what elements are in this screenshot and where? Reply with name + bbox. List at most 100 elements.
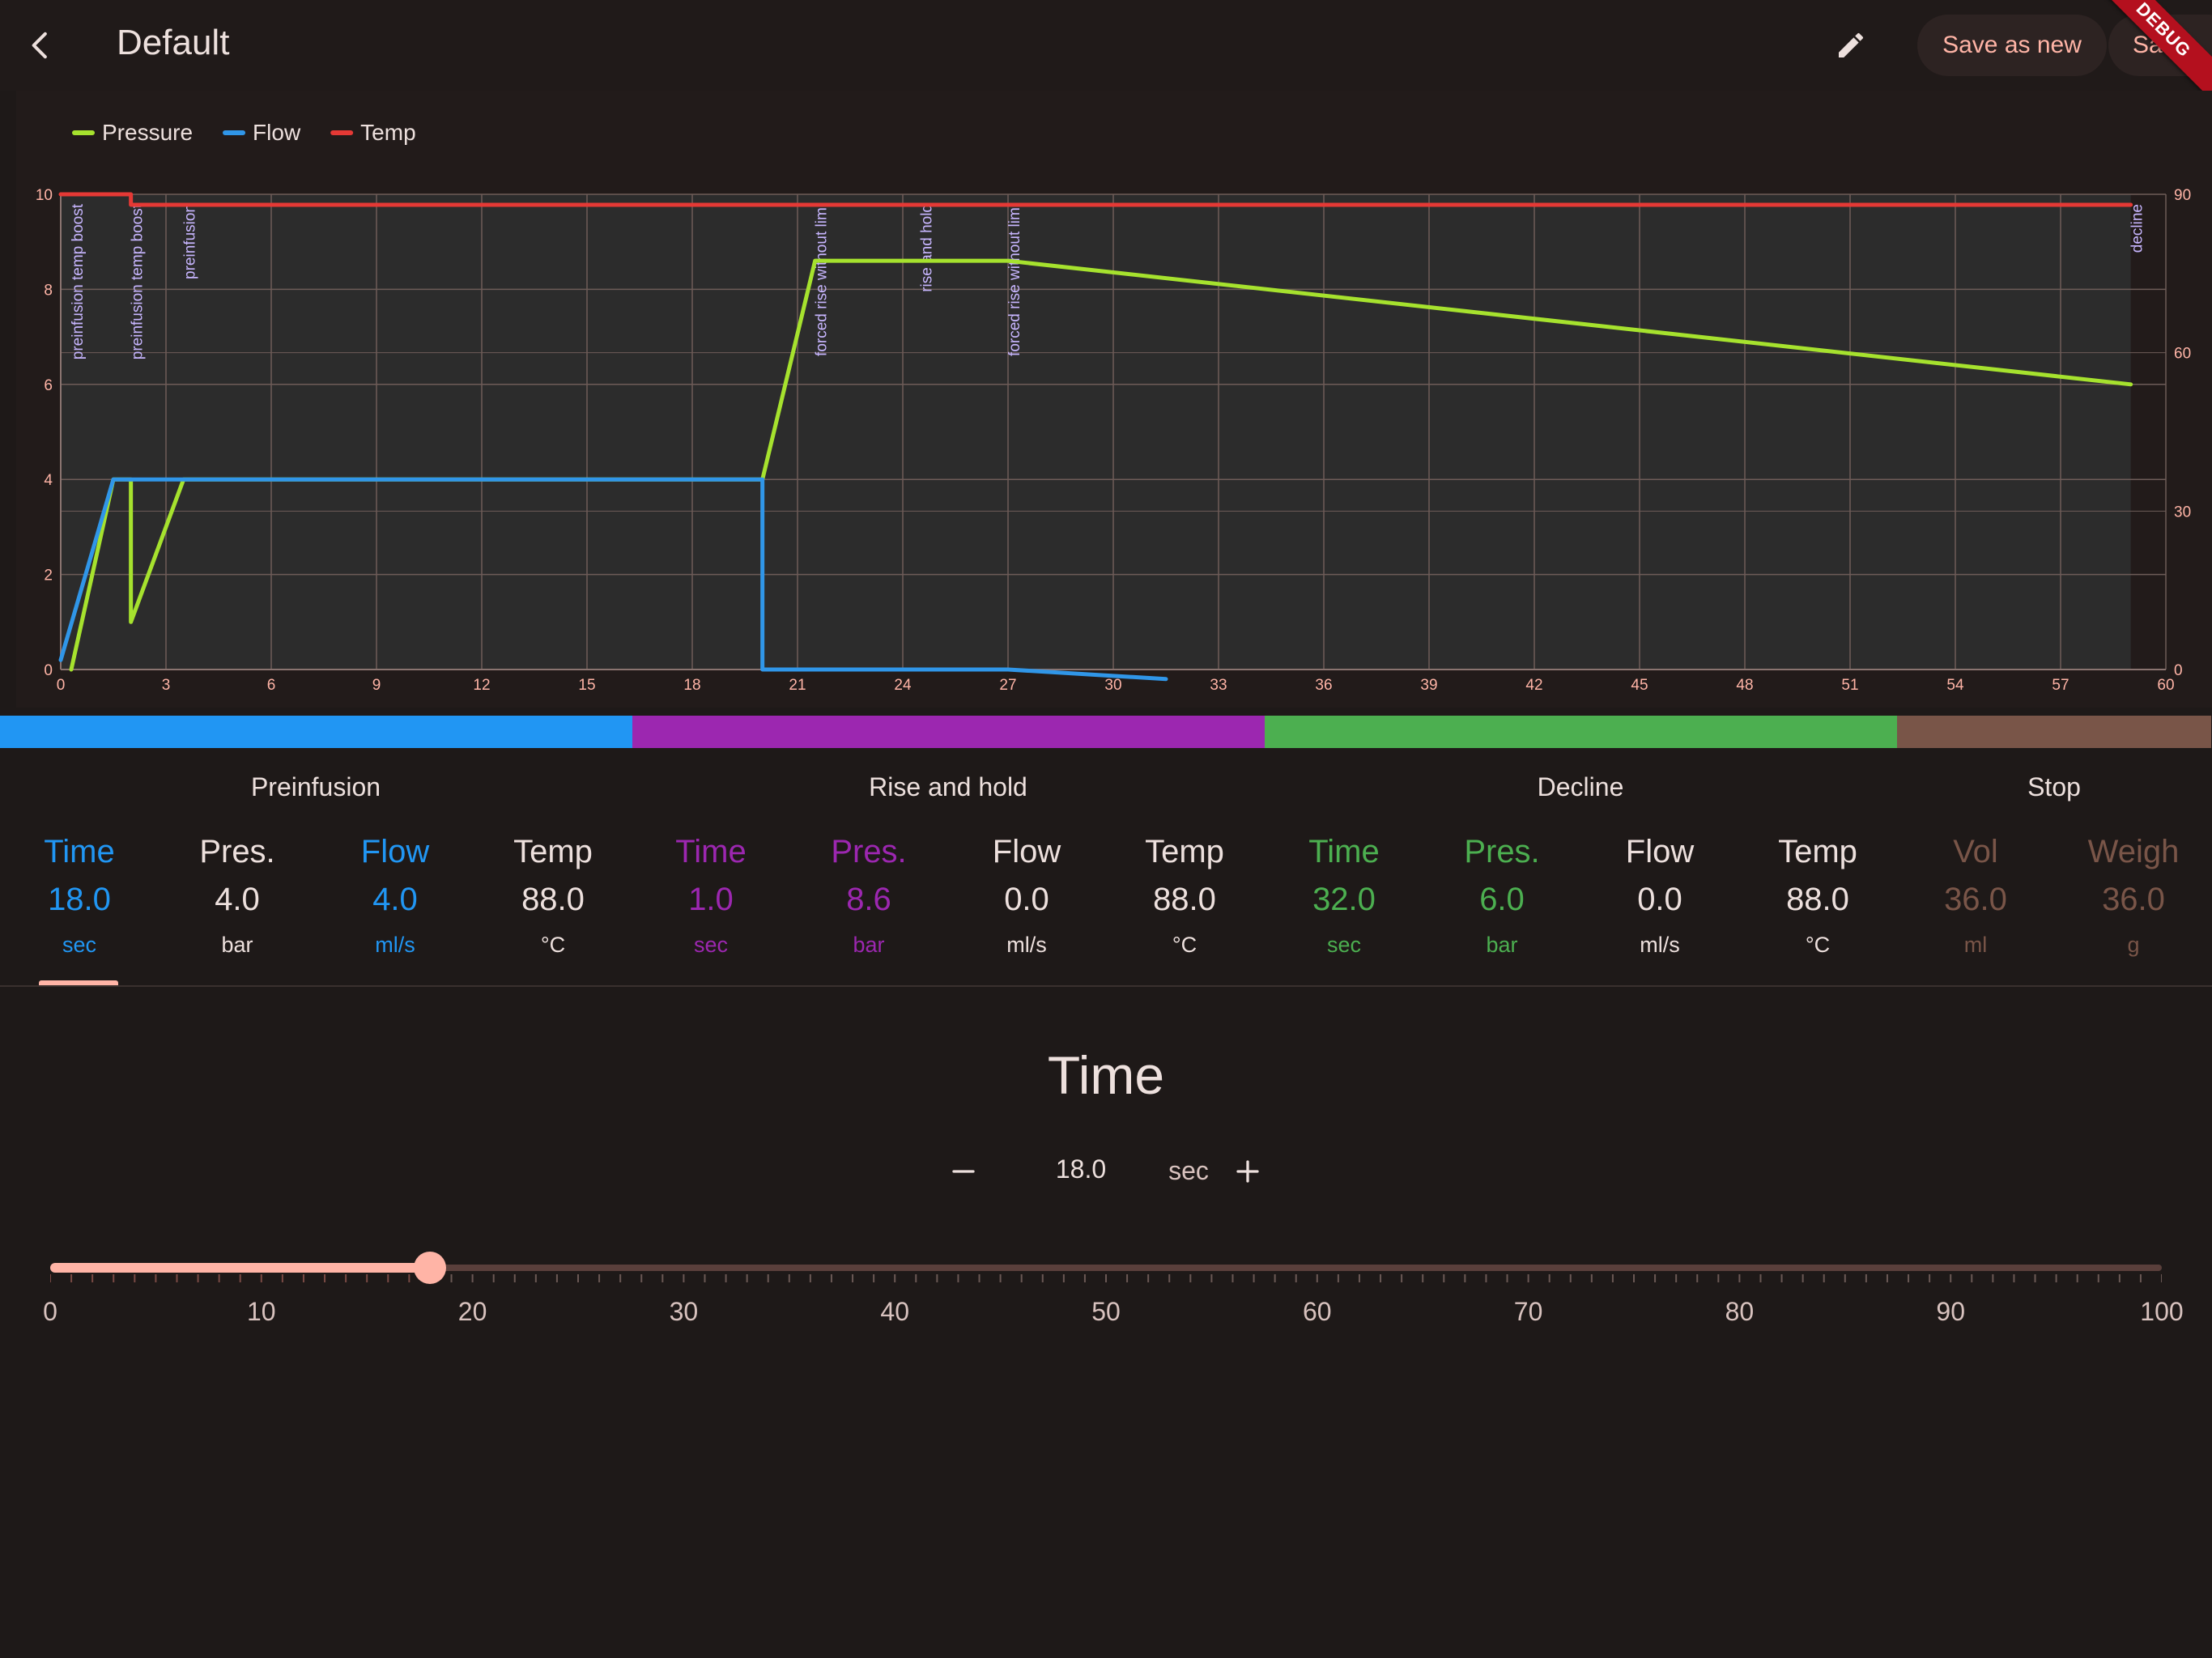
value-unit: sec	[1168, 1156, 1209, 1185]
slider-label: 100	[2140, 1297, 2184, 1326]
slider-label: 40	[880, 1297, 909, 1326]
x-tick-label: 15	[578, 677, 595, 694]
param-label: Flow	[992, 834, 1061, 869]
chevron-left-icon	[32, 32, 47, 59]
phase-segment-decline[interactable]	[1265, 716, 1897, 748]
param-unit: bar	[1486, 933, 1518, 957]
x-tick-label: 42	[1525, 677, 1542, 694]
slider-label: 50	[1091, 1297, 1121, 1326]
x-tick-label: 9	[372, 677, 381, 694]
param-time[interactable]: Time 1.0 sec	[632, 834, 790, 958]
selected-param-indicator	[39, 980, 118, 985]
param-label: Pres.	[831, 834, 907, 869]
param-flow[interactable]: Flow 0.0 ml/s	[947, 834, 1106, 958]
param-pres[interactable]: Pres. 4.0 bar	[158, 834, 317, 958]
increment-button[interactable]	[1219, 1143, 1276, 1200]
slider-ticks	[50, 1274, 2162, 1282]
y-right-tick-label: 90	[2174, 187, 2191, 204]
slider-labels: 0 10 20 30 40 50 60 70 80 90 100	[0, 1297, 2212, 1329]
param-value: 88.0	[1786, 882, 1849, 917]
param-unit: °C	[1172, 933, 1197, 957]
minus-icon	[952, 1170, 975, 1173]
param-weigh[interactable]: Weigh 36.0 g	[2054, 834, 2212, 958]
param-value: 36.0	[2102, 882, 2165, 917]
param-value: 4.0	[215, 882, 260, 917]
profile-shaded-area	[61, 194, 2131, 670]
phase-title: Rise and hold	[869, 772, 1027, 801]
back-button[interactable]	[11, 16, 70, 74]
param-pres[interactable]: Pres. 6.0 bar	[1423, 834, 1581, 958]
phase-title: Stop	[2027, 772, 2081, 801]
x-tick-label: 36	[1315, 677, 1332, 694]
legend-label: Pressure	[102, 120, 193, 145]
slider-label: 10	[247, 1297, 276, 1326]
phase-panel-preinfusion: Preinfusion Time 18.0 sec Pres. 4.0 bar Flow 4.0…	[0, 753, 632, 980]
value-field[interactable]: 18.0	[1055, 1154, 1107, 1184]
param-pres[interactable]: Pres. 8.6 bar	[789, 834, 948, 958]
param-temp[interactable]: Temp 88.0 °C	[474, 834, 632, 958]
param-label: Temp	[1778, 834, 1857, 869]
y-left-tick-label: 2	[44, 568, 53, 585]
param-flow[interactable]: Flow 4.0 ml/s	[316, 834, 474, 958]
series-line-temp	[58, 192, 2133, 207]
param-temp[interactable]: Temp 88.0 °C	[1105, 834, 1264, 958]
param-time[interactable]: Time 18.0 sec	[0, 834, 159, 958]
param-unit: sec	[693, 933, 729, 957]
y-left-tick-label: 10	[36, 187, 53, 204]
param-value: 32.0	[1312, 882, 1376, 917]
phase-panel-decline: Decline Time 32.0 sec Pres. 6.0 bar Flow 0.0 ml/s…	[1265, 753, 1896, 980]
slider-label: 0	[43, 1297, 57, 1326]
param-unit: °C	[1805, 933, 1831, 957]
param-unit: sec	[62, 933, 97, 957]
param-label: Pres.	[1464, 834, 1540, 869]
param-unit: °C	[540, 933, 566, 957]
slider-label: 20	[457, 1297, 487, 1326]
annotation-label: forced rise without limi	[814, 204, 831, 356]
edit-button[interactable]	[1822, 16, 1880, 74]
param-unit: ml/s	[375, 933, 415, 957]
phase-segment-preinfusion[interactable]	[0, 716, 632, 748]
annotation-label: forced rise without limi	[1006, 204, 1023, 356]
y-left-tick-label: 0	[44, 662, 53, 679]
slider-active-track	[50, 1263, 431, 1273]
series-line-flow	[58, 477, 1168, 682]
annotation-label: preinfusion	[182, 204, 199, 279]
param-label: Weigh	[2087, 834, 2180, 869]
phase-segment-stop[interactable]	[1897, 716, 2211, 748]
decrement-button[interactable]	[935, 1143, 992, 1200]
param-value: 18.0	[48, 882, 111, 917]
slider-label: 30	[669, 1297, 699, 1326]
profile-chart-svg: 0 3 6 9 12 15 18 21 24 27 30 33 36 39 42 45 48 51 54 57 6002…	[36, 120, 2191, 694]
save-as-new-button[interactable]: Save as new	[1917, 15, 2107, 76]
x-tick-label: 39	[1420, 677, 1437, 694]
param-label: Vol	[1953, 834, 1998, 869]
param-vol[interactable]: Vol 36.0 ml	[1896, 834, 2055, 958]
x-tick-label: 18	[683, 677, 700, 694]
slider-thumb[interactable]	[414, 1252, 447, 1284]
page-title: Default	[117, 23, 230, 62]
pencil-icon	[1839, 32, 1864, 57]
slider-track[interactable]	[50, 1265, 2162, 1271]
y-right-tick-label: 30	[2174, 504, 2191, 521]
legend-label: Temp	[360, 120, 415, 145]
phase-panel-rise_and_hold: Rise and hold Time 1.0 sec Pres. 8.6 bar Flow 0.…	[632, 753, 1265, 980]
param-value: 36.0	[1944, 882, 2007, 917]
slider-label: 70	[1513, 1297, 1543, 1326]
param-label: Flow	[360, 834, 430, 869]
phase-segment-rise_and_hold[interactable]	[632, 716, 1265, 748]
param-label: Pres.	[199, 834, 275, 869]
app-bar: Default Save as new Save DEBUG	[0, 0, 2212, 110]
param-label: Temp	[513, 834, 593, 869]
param-unit: ml/s	[1640, 933, 1680, 957]
param-flow[interactable]: Flow 0.0 ml/s	[1580, 834, 1739, 958]
slider-label: 90	[1936, 1297, 1965, 1326]
param-unit: ml	[1963, 933, 1988, 957]
param-temp[interactable]: Temp 88.0 °C	[1738, 834, 1897, 958]
slider-label: 60	[1303, 1297, 1332, 1326]
param-unit: sec	[1326, 933, 1362, 957]
x-tick-label: 12	[473, 677, 490, 694]
param-unit: bar	[853, 933, 885, 957]
param-time[interactable]: Time 32.0 sec	[1265, 834, 1423, 958]
time-slider[interactable]	[50, 1247, 2162, 1287]
y-left-tick-label: 4	[44, 472, 53, 489]
